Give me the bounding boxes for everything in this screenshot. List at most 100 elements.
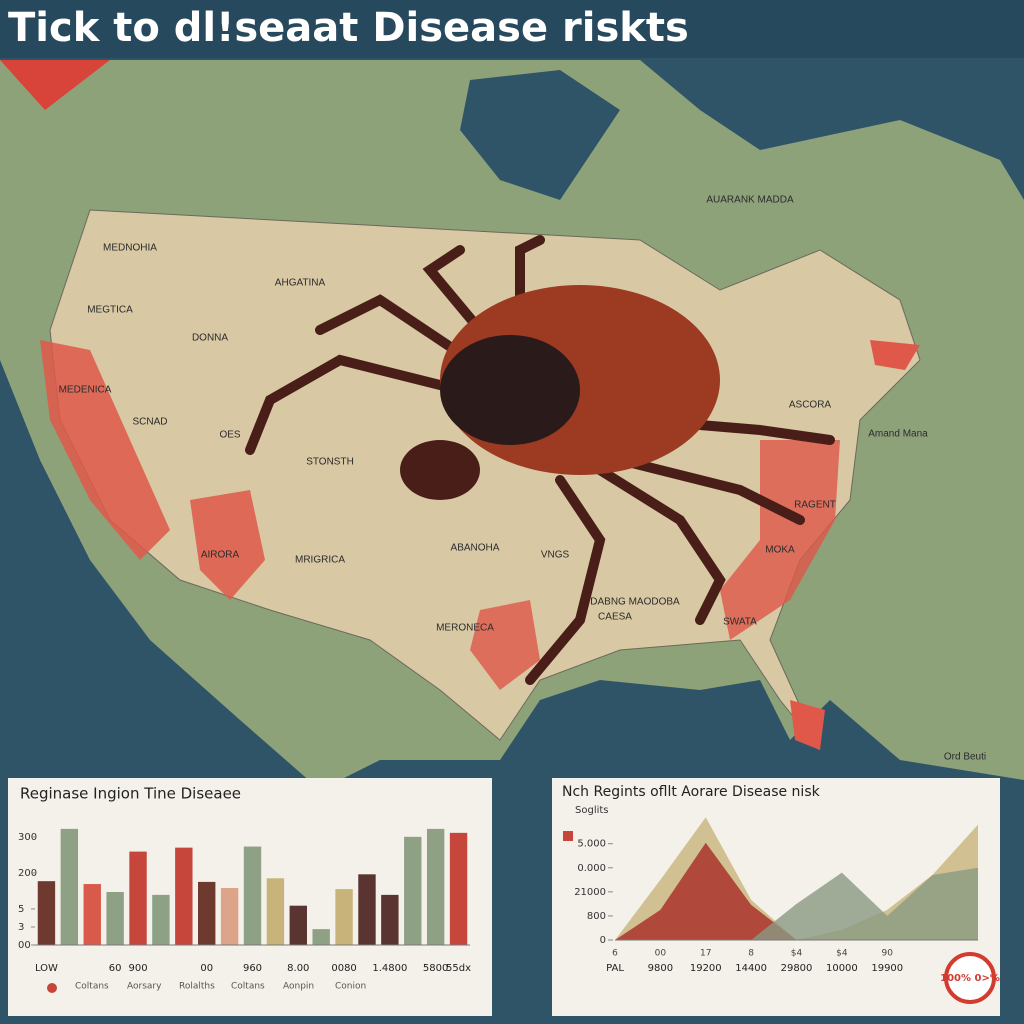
badge-ring: [944, 952, 996, 1004]
bar: [426, 828, 445, 945]
map-label: ABANOHA: [451, 543, 500, 554]
bar: [358, 874, 376, 945]
bar: [129, 851, 147, 945]
tick-scutum: [440, 335, 580, 445]
map-label: MRIGRICA: [295, 555, 345, 566]
map-label: SCNAD: [132, 417, 167, 428]
x-tick-label: 14400: [735, 963, 767, 974]
x-tick-label: 29800: [781, 963, 813, 974]
risk-zone: [790, 700, 825, 750]
bar: [106, 891, 124, 945]
title-bar: [0, 0, 1024, 58]
x-tick-label: 55dx: [446, 963, 471, 974]
area: [615, 867, 978, 940]
y-tick-label: 21000: [574, 887, 606, 898]
bar: [220, 888, 239, 945]
area: [615, 842, 978, 940]
map-label: OES: [219, 430, 240, 441]
map-label: DONNA: [192, 333, 228, 344]
chart-subtitle: Soglits: [575, 805, 609, 816]
title: Tick to dl!seaat Disease riskts: [8, 5, 689, 51]
x-tick-label: 00: [200, 963, 213, 974]
bar: [152, 894, 170, 945]
map-label: ASCORA: [789, 400, 832, 411]
x-tick-label: 19200: [690, 963, 722, 974]
y-tick-label: 300: [18, 832, 37, 843]
x-top-label: 6: [612, 949, 618, 959]
map-label: AUARANK MADDA: [706, 195, 794, 206]
map-label: RAGENT: [794, 500, 836, 511]
legend-text: Aorsary: [127, 982, 162, 992]
x-tick-label: LOW: [35, 963, 58, 974]
bar: [404, 836, 422, 945]
bar: [312, 929, 330, 945]
chart-title: Reginase Ingion Tine Diseaee: [20, 785, 241, 803]
legend-text: Aonpin: [283, 982, 314, 992]
x-top-label: $4: [791, 949, 803, 959]
map-label: DABNG MAODOBA: [590, 597, 680, 608]
bar: [37, 881, 56, 945]
map-label: MEDENICA: [59, 385, 112, 396]
bar: [381, 894, 399, 945]
legend-text: Conion: [335, 982, 366, 992]
map-label: STONSTH: [306, 457, 354, 468]
bay: [460, 70, 620, 200]
y-tick-label: 5.000: [577, 839, 606, 850]
bar: [335, 889, 353, 945]
x-tick-label: 19900: [871, 963, 903, 974]
x-top-label: 00: [655, 949, 667, 959]
x-tick-label: 1.4800: [372, 963, 407, 974]
corner-flag: [0, 60, 110, 110]
y-tick-label: 200: [18, 868, 37, 879]
x-tick-label: 10000: [826, 963, 858, 974]
bar: [243, 846, 262, 945]
y-tick-label: 800: [587, 911, 606, 922]
risk-zone: [40, 340, 170, 560]
legend-text: Rolalths: [179, 982, 215, 992]
legend-text: Coltans: [231, 982, 265, 992]
x-tick-label: 60: [109, 963, 122, 974]
map-label: SWATA: [723, 617, 757, 628]
map-label: MEGTICA: [87, 305, 133, 316]
x-top-label: 90: [882, 949, 894, 959]
map-label: MEDNOHIA: [103, 243, 157, 254]
bar: [83, 884, 101, 945]
chart-title: Nch Regints ofllt Aorare Disease nisk: [562, 784, 821, 800]
risk-zone: [470, 600, 540, 690]
map-label: MOKA: [765, 545, 795, 556]
tick-head: [400, 440, 480, 500]
badge: 100% 0>%: [940, 973, 1000, 984]
y-tick-label: 0.000: [577, 863, 606, 874]
risk-zone: [720, 440, 840, 640]
risk-zone: [870, 340, 920, 370]
y-tick-label: 5: [18, 904, 24, 915]
map-label: AIRORA: [201, 550, 240, 561]
bar: [60, 828, 79, 945]
map-label: Amand Mana: [868, 429, 928, 440]
map-label: MERONECA: [436, 623, 494, 634]
x-tick-label: 960: [243, 963, 262, 974]
bar: [289, 905, 307, 945]
legend-text: Coltans: [75, 982, 109, 992]
y-tick-label: 00: [18, 940, 31, 951]
y-tick-label: 3: [18, 922, 24, 933]
x-top-label: 17: [700, 949, 711, 959]
x-tick-label: 8.00: [287, 963, 309, 974]
legend-swatch: [563, 831, 573, 841]
map-label: AHGATINA: [275, 278, 326, 289]
x-top-label: 8: [748, 949, 754, 959]
x-tick-label: 9800: [648, 963, 673, 974]
risk-zone: [190, 490, 265, 600]
map-label: VNGS: [541, 550, 570, 561]
x-tick-label: 5800: [423, 963, 448, 974]
y-tick-label: 0: [600, 935, 606, 946]
bar: [175, 847, 193, 945]
x-top-label: $4: [836, 949, 848, 959]
x-tick-label: 900: [128, 963, 147, 974]
bar: [449, 832, 468, 945]
bar: [266, 878, 285, 945]
map-label: CAESA: [598, 612, 632, 623]
x-tick-label: PAL: [606, 963, 624, 974]
x-tick-label: 0080: [331, 963, 356, 974]
